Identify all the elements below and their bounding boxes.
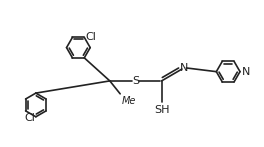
Text: S: S (132, 76, 139, 86)
Text: Cl: Cl (86, 32, 97, 42)
Text: SH: SH (154, 105, 169, 115)
Text: N: N (242, 67, 250, 77)
Text: Me: Me (121, 96, 136, 106)
Text: Cl: Cl (24, 112, 35, 122)
Text: N: N (180, 63, 188, 73)
